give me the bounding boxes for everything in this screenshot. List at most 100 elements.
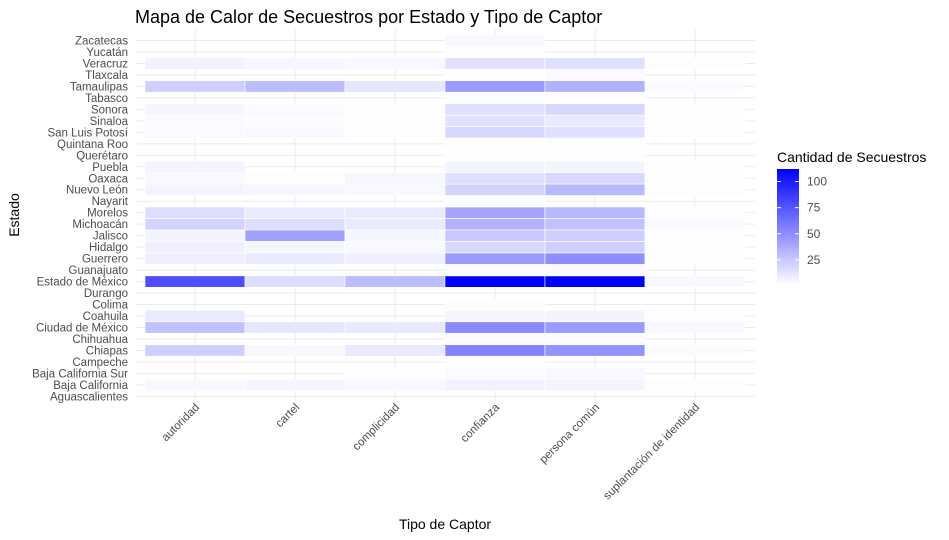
heatmap-cell: [544, 149, 646, 162]
y-tick-label: Aguascalientes: [50, 391, 128, 403]
legend-title: Cantidad de Secuestros: [777, 149, 926, 165]
heatmap-cell: [344, 367, 446, 380]
heatmap-cell: [544, 114, 646, 127]
heatmap-cell: [444, 103, 546, 116]
heatmap-cell: [444, 344, 546, 357]
y-tick-label: San Luis Potosí: [47, 127, 128, 139]
heatmap-cell: [144, 103, 246, 116]
heatmap-cell: [544, 160, 646, 173]
heatmap-cell: [344, 57, 446, 70]
heatmap-cell: [544, 57, 646, 70]
heatmap-cell: [444, 252, 546, 265]
heatmap-cell: [344, 252, 446, 265]
heatmap-cell: [244, 241, 346, 254]
heatmap-cell: [544, 218, 646, 231]
heatmap-cell: [344, 114, 446, 127]
heatmap-cell: [644, 309, 746, 323]
heatmap-cell: [344, 206, 446, 219]
x-tick-labels: autoridad cartel complicidad confianza perso…: [160, 401, 702, 502]
heatmap-cell: [444, 34, 546, 47]
heatmap-cell: [444, 241, 546, 254]
y-tick-label: Oaxaca: [88, 173, 128, 185]
heatmap-cell: [344, 80, 446, 93]
heatmap-cell: [544, 206, 646, 219]
heatmap-cell: [144, 378, 246, 391]
y-tick-label: Sinaloa: [90, 116, 129, 128]
heatmap-cell: [344, 218, 446, 231]
y-tick-label: Chihuahua: [72, 334, 128, 346]
heatmap-cell: [444, 114, 546, 127]
heatmap-cell: [644, 275, 746, 288]
heatmap-cell: [444, 218, 546, 231]
y-tick-label: Tlaxcala: [85, 70, 128, 82]
heatmap-cell: [444, 378, 546, 391]
x-tick-label: suplantación de identidad: [601, 402, 702, 503]
heatmap-cell: [444, 160, 546, 173]
heatmap-cell: [544, 344, 646, 357]
heatmap-cell: [344, 321, 446, 334]
legend-tick-label: 100: [807, 175, 827, 189]
heatmap-cell: [244, 321, 346, 334]
heatmap-cell: [544, 378, 646, 391]
y-tick-label: Yucatán: [86, 47, 128, 59]
heatmap-cell: [644, 103, 746, 116]
chart-title: Mapa de Calor de Secuestros por Estado y…: [135, 7, 602, 27]
legend-tick-label: 50: [807, 227, 821, 241]
heatmap-cell: [144, 344, 246, 357]
heatmap-cell: [244, 275, 346, 288]
heatmap-cell: [344, 126, 446, 139]
heatmap-cell: [444, 229, 546, 242]
heatmap-cell: [144, 252, 246, 265]
heatmap-cell: [244, 80, 346, 93]
x-tick-label: autoridad: [160, 402, 202, 444]
heatmap-cell: [244, 114, 346, 127]
heatmap-cell: [444, 80, 546, 93]
heatmap-cell: [444, 149, 546, 162]
y-tick-label: Campeche: [72, 357, 128, 369]
heatmap-cell: [444, 264, 546, 277]
heatmap-cell: [344, 241, 446, 254]
heatmap-cell: [444, 126, 546, 139]
x-axis-title: Tipo de Captor: [399, 516, 491, 532]
x-tick-label: cartel: [274, 402, 302, 430]
heatmap-cell: [144, 126, 246, 139]
heatmap-cell: [544, 183, 646, 196]
heatmap-cell: [644, 321, 746, 334]
heatmap-cell: [244, 172, 346, 185]
heatmap-cell: [544, 103, 646, 116]
heatmap-cell: [144, 114, 246, 127]
heatmap-cell: [344, 103, 446, 116]
y-tick-label: Baja California Sur: [32, 368, 128, 380]
heatmap-cell: [444, 195, 546, 208]
y-tick-label: Coahuila: [83, 311, 129, 323]
y-tick-label: Jalisco: [93, 231, 128, 243]
heatmap-cell: [644, 183, 746, 196]
heatmap-cell: [244, 57, 346, 70]
heatmap-cell: [644, 378, 746, 391]
legend-tick-label: 25: [807, 253, 821, 267]
heatmap-cell: [144, 172, 246, 185]
heatmap-cell: [244, 206, 346, 219]
heatmap-cell: [444, 91, 546, 104]
heatmap-cell: [444, 206, 546, 219]
heatmap-cell: [444, 137, 546, 150]
y-axis-title: Estado: [6, 193, 22, 237]
heatmap-cell: [644, 126, 746, 139]
heatmap-cell: [544, 332, 646, 346]
heatmap-cell: [444, 57, 546, 70]
legend: Cantidad de Secuestros 25 50 75 100: [777, 149, 926, 285]
y-tick-label: Morelos: [87, 208, 128, 220]
heatmap-cell: [444, 298, 546, 311]
heatmap-cell: [244, 229, 346, 242]
heatmap-cell: [544, 252, 646, 265]
legend-tick-label: 75: [807, 201, 821, 215]
heatmap-cell: [544, 68, 646, 81]
heatmap-cell: [544, 367, 646, 380]
heatmap-cell: [444, 68, 546, 81]
y-tick-label: Guerrero: [82, 254, 128, 266]
y-tick-label: Baja California: [53, 380, 128, 392]
heatmap-cell: [244, 252, 346, 265]
heatmap-cell: [544, 275, 646, 288]
